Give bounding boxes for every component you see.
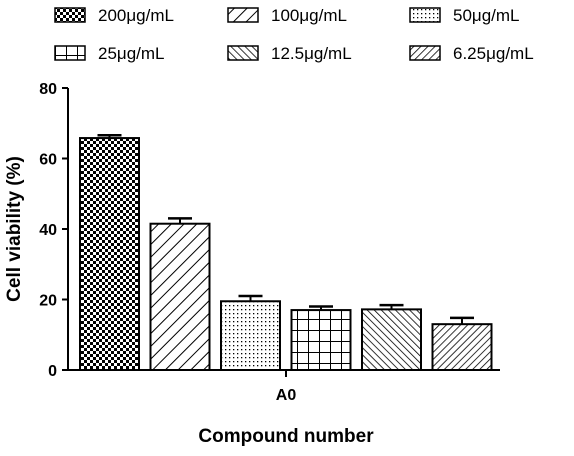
legend-swatch-3 — [410, 8, 440, 22]
legend-swatch-2 — [228, 8, 258, 22]
y-tick-label: 80 — [39, 81, 57, 98]
legend-label-3: 50μg/mL — [453, 6, 520, 25]
legend-label-2: 100μg/mL — [271, 6, 347, 25]
x-axis-title: Compound number — [198, 426, 374, 447]
legend-swatch-6 — [410, 46, 440, 60]
bar-6 — [433, 324, 492, 370]
legend-label-5: 12.5μg/mL — [271, 44, 352, 63]
legend-swatch-5 — [228, 46, 258, 60]
x-tick-label: A0 — [276, 387, 297, 404]
legend: 200μg/mL 100μg/mL 50μg/mL 25μg/mL 12.5μg/mL 6… — [55, 6, 534, 63]
y-tick-label: 40 — [39, 222, 57, 239]
legend-swatch-1 — [55, 8, 85, 22]
bar-5 — [362, 309, 421, 370]
legend-label-6: 6.25μg/mL — [453, 44, 534, 63]
bar-1 — [80, 138, 139, 370]
y-ticks: 0 20 40 60 80 — [39, 81, 68, 380]
y-axis-title: Cell viability (%) — [4, 156, 25, 302]
y-tick-label: 0 — [48, 363, 57, 380]
legend-swatch-4 — [55, 46, 85, 60]
bar-4 — [292, 310, 351, 370]
bar-2 — [151, 224, 210, 370]
y-tick-label: 20 — [39, 293, 57, 310]
x-ticks: A0 — [276, 370, 297, 404]
bar-3 — [221, 301, 280, 370]
y-tick-label: 60 — [39, 152, 57, 169]
legend-label-1: 200μg/mL — [98, 6, 174, 25]
legend-label-4: 25μg/mL — [98, 44, 165, 63]
bars — [80, 135, 492, 370]
